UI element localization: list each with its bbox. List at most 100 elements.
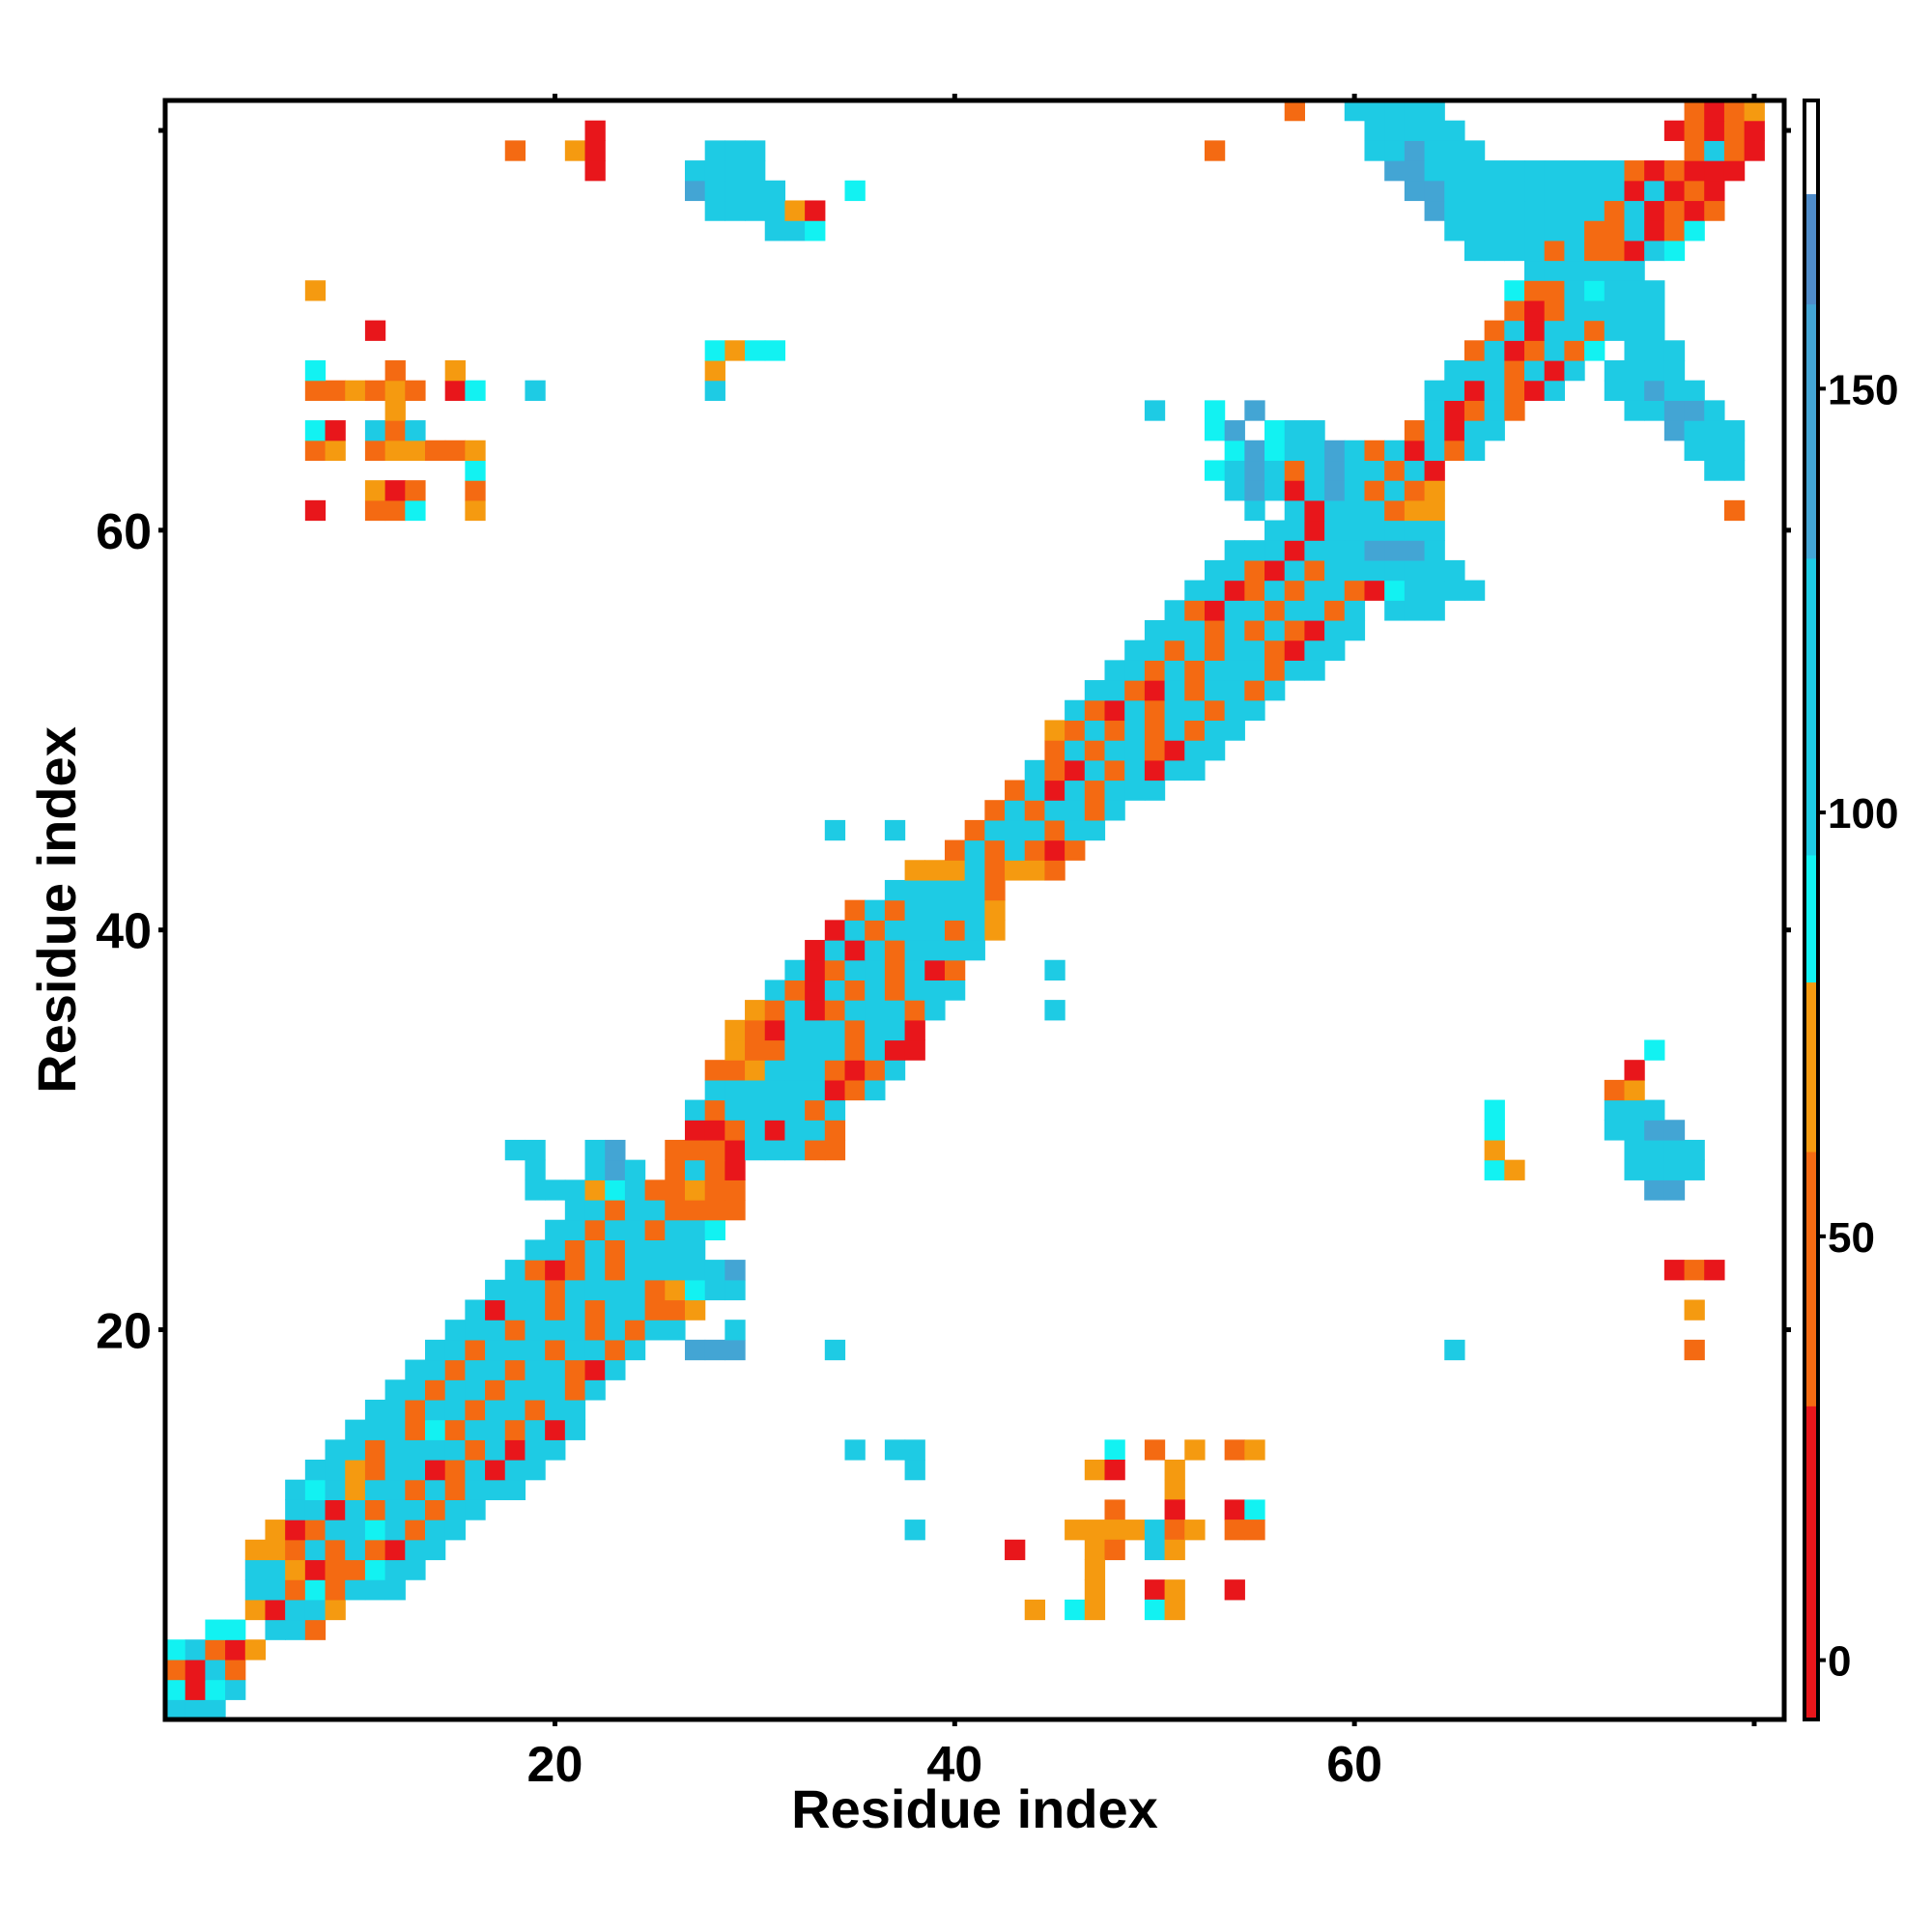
heatmap-cell: [944, 959, 966, 981]
heatmap-cell: [424, 1479, 446, 1500]
heatmap-cell: [1444, 200, 1465, 221]
heatmap-cell: [1044, 800, 1065, 821]
heatmap-cell: [1084, 819, 1106, 841]
heatmap-cell: [504, 1299, 526, 1321]
heatmap-cell: [1264, 600, 1286, 621]
heatmap-cell: [624, 1339, 646, 1361]
heatmap-cell: [1304, 600, 1325, 621]
heatmap-cell: [1424, 420, 1445, 441]
heatmap-cell: [1424, 160, 1445, 182]
heatmap-cell: [1164, 639, 1185, 661]
heatmap-cell: [444, 1520, 466, 1541]
heatmap-cell: [485, 1439, 506, 1461]
heatmap-cell: [325, 1499, 346, 1520]
heatmap-cell: [1384, 600, 1406, 621]
heatmap-cell: [1604, 200, 1626, 221]
heatmap-cell: [1723, 460, 1746, 481]
heatmap-cell: [1404, 440, 1426, 462]
heatmap-cell: [704, 340, 725, 361]
heatmap-cell: [325, 1599, 346, 1621]
heatmap-cell: [1124, 639, 1146, 661]
heatmap-cell: [964, 879, 985, 901]
heatmap-cell: [1084, 1599, 1106, 1621]
heatmap-cell: [1663, 1120, 1686, 1141]
heatmap-cell: [704, 359, 725, 382]
heatmap-cell: [244, 1599, 267, 1621]
heatmap-cell: [325, 1579, 346, 1601]
heatmap-cell: [844, 1439, 866, 1461]
heatmap-cell: [1104, 1439, 1125, 1461]
heatmap-cell: [165, 1639, 186, 1661]
heatmap-cell: [824, 1060, 846, 1081]
heatmap-cell: [1324, 580, 1346, 601]
heatmap-cell: [1624, 200, 1645, 221]
heatmap-cell: [1184, 619, 1206, 641]
heatmap-cell: [1084, 740, 1106, 761]
heatmap-cell: [704, 1139, 725, 1161]
heatmap-cell: [584, 1139, 606, 1161]
heatmap-cell: [1104, 720, 1125, 741]
heatmap-cell: [944, 940, 966, 961]
heatmap-cell: [1244, 639, 1265, 661]
heatmap-cell: [285, 1559, 306, 1580]
heatmap-cell: [1044, 740, 1065, 761]
heatmap-cell: [485, 1299, 506, 1321]
heatmap-cell: [564, 1379, 586, 1401]
heatmap-cell: [525, 1419, 546, 1440]
heatmap-cell: [1324, 499, 1346, 522]
heatmap-cell: [1484, 380, 1505, 401]
heatmap-cell: [724, 1339, 746, 1361]
heatmap-cell: [485, 1339, 506, 1361]
heatmap-cell: [1324, 600, 1346, 621]
heatmap-cell: [904, 879, 925, 901]
heatmap-cell: [665, 1200, 686, 1221]
heatmap-cell: [384, 1460, 406, 1481]
heatmap-cell: [844, 980, 866, 1001]
heatmap-cell: [1404, 499, 1426, 522]
heatmap-cell: [1604, 220, 1626, 242]
heatmap-cell: [1544, 280, 1565, 301]
heatmap-cell: [584, 1239, 606, 1261]
heatmap-cell: [564, 1399, 586, 1421]
heatmap-cell: [364, 1399, 386, 1421]
heatmap-cell: [1184, 1439, 1206, 1461]
heatmap-cell: [285, 1619, 306, 1640]
heatmap-cell: [805, 1079, 826, 1101]
heatmap-cell: [964, 899, 985, 921]
heatmap-cell: [1244, 480, 1265, 501]
heatmap-cell: [1624, 320, 1645, 341]
heatmap-cell: [724, 340, 746, 361]
heatmap-cell: [1644, 180, 1665, 202]
heatmap-cell: [1644, 280, 1665, 301]
x-tick-label: 20: [527, 1737, 583, 1793]
heatmap-cell: [244, 1639, 267, 1661]
heatmap-cell: [1484, 320, 1505, 341]
heatmap-cell: [465, 1460, 486, 1481]
heatmap-cell: [904, 1019, 925, 1041]
heatmap-cell: [1324, 480, 1346, 501]
heatmap-cell: [1564, 240, 1585, 262]
heatmap-cell: [1704, 140, 1725, 161]
heatmap-cell: [1084, 1559, 1106, 1580]
heatmap-cell: [865, 940, 886, 961]
heatmap-cell: [1024, 780, 1046, 801]
heatmap-cell: [165, 1659, 186, 1681]
heatmap-cell: [1604, 359, 1626, 382]
heatmap-cell: [964, 940, 985, 961]
heatmap-cell: [1564, 200, 1585, 221]
heatmap-cell: [1524, 299, 1546, 322]
heatmap-cell: [865, 980, 886, 1001]
heatmap-cell: [1463, 200, 1486, 221]
heatmap-cell: [884, 1439, 906, 1461]
heatmap-cell: [1144, 1520, 1166, 1541]
heatmap-cell: [1644, 220, 1665, 242]
heatmap-cell: [584, 1359, 606, 1380]
heatmap-cell: [1304, 520, 1325, 541]
heatmap-cell: [1184, 759, 1206, 781]
heatmap-cell: [1284, 540, 1306, 561]
heatmap-cell: [1463, 440, 1486, 462]
heatmap-cell: [605, 1279, 626, 1301]
heatmap-cell: [1104, 800, 1125, 821]
heatmap-cell: [364, 1559, 386, 1580]
heatmap-cell: [465, 380, 486, 401]
